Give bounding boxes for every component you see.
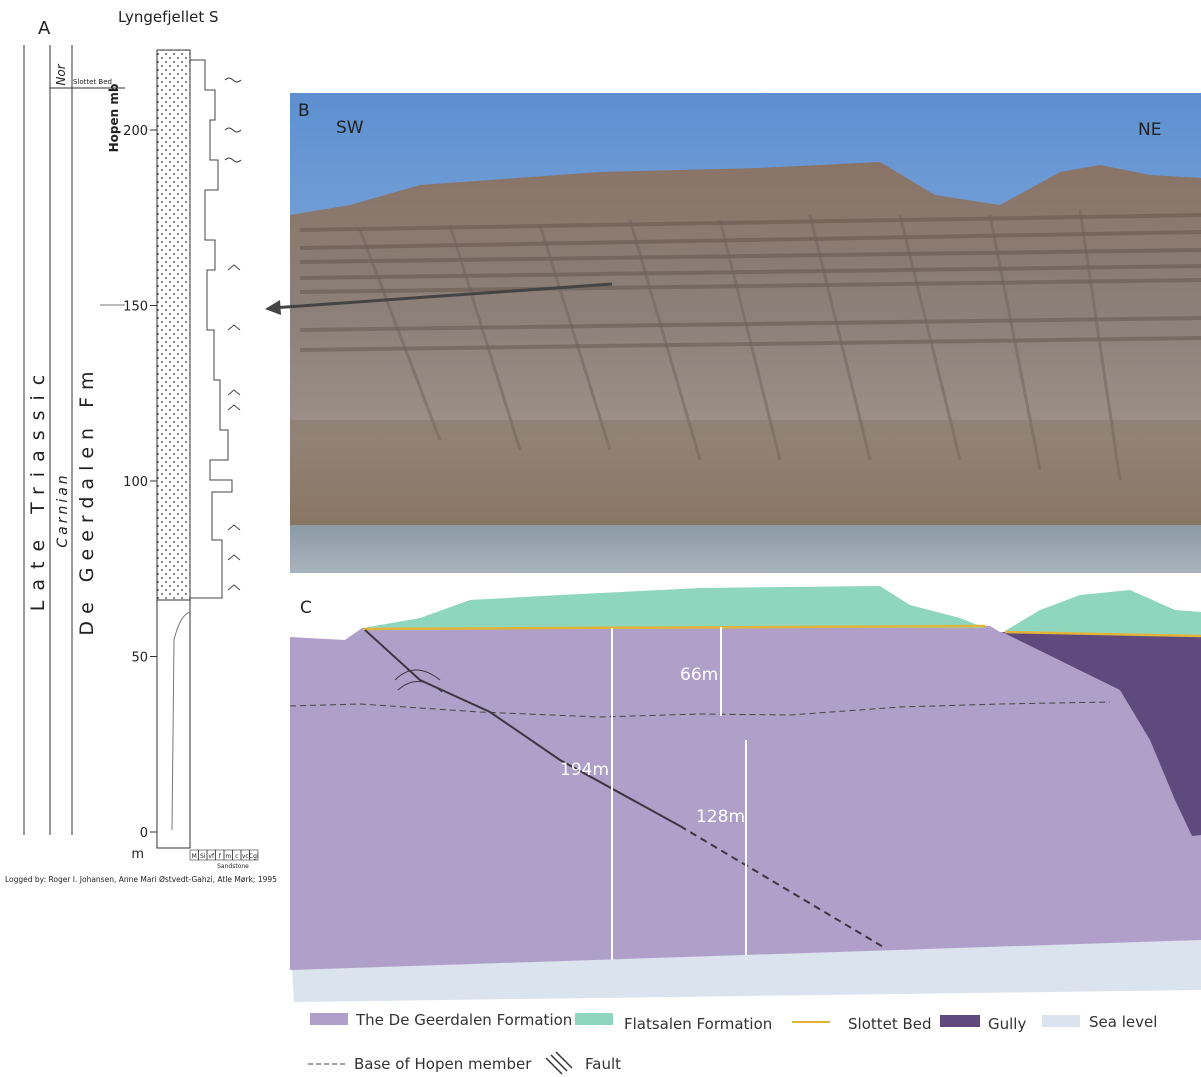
member-label: Hopen mb [107, 83, 121, 152]
formation-label: De Geerdalen Fm [76, 364, 98, 635]
legend-label: Flatsalen Formation [624, 1015, 772, 1033]
legend-label: Base of Hopen member [354, 1055, 532, 1073]
log-column [157, 50, 190, 600]
grain-label: c [235, 853, 238, 860]
photo-sea [290, 525, 1201, 573]
log-symbols [225, 78, 241, 590]
legend-label: Slottet Bed [848, 1015, 932, 1033]
direction-label: SW [336, 118, 364, 138]
tick-label: 0 [140, 826, 148, 841]
flatsalen [1005, 590, 1201, 636]
grain-label: vf [208, 853, 215, 860]
figure: A Lyngefjellet S Slottet Bed Nor Late Tr… [0, 0, 1201, 1077]
panel-label: A [38, 18, 51, 39]
credit: Logged by: Roger I. Johansen, Anne Mari … [5, 875, 277, 884]
photo-scree [290, 420, 1201, 525]
legend-label: Sea level [1089, 1013, 1157, 1031]
tick-label: 150 [123, 300, 148, 315]
panel-c: C 66m 194m 128m [290, 586, 1201, 1002]
grain-label: m [225, 853, 231, 860]
measurement: 128m [696, 807, 745, 827]
legend-label: The De Geerdalen Formation [355, 1011, 572, 1029]
log-title: Lyngefjellet S [118, 8, 219, 26]
tick-label: 50 [131, 651, 148, 666]
panel-label: B [298, 101, 310, 121]
legend-swatch [575, 1013, 613, 1025]
grain-label: vc [242, 853, 249, 860]
measurement: 194m [560, 760, 609, 780]
page: A Lyngefjellet S Slottet Bed Nor Late Tr… [0, 0, 1201, 1077]
tick-label: 200 [123, 124, 148, 139]
arrow-head [265, 300, 281, 315]
tick-label: 100 [123, 475, 148, 490]
grain-label: Si [200, 853, 206, 860]
legend: The De Geerdalen Formation Flatsalen For… [308, 1011, 1157, 1074]
flatsalen [363, 586, 985, 628]
direction-label: NE [1138, 120, 1161, 140]
legend-swatch [1042, 1015, 1080, 1027]
grain-label: f [219, 853, 222, 860]
panel-b: B SW NE [265, 93, 1201, 573]
panel-label: C [300, 598, 312, 618]
measurement: 66m [680, 665, 718, 685]
legend-swatch [940, 1015, 980, 1027]
grain-label: M [192, 853, 197, 860]
depth-unit: m [131, 847, 144, 862]
era-label: Late Triassic [27, 365, 49, 611]
grain-group: Sandstone [217, 863, 249, 870]
log-profile [190, 60, 232, 598]
legend-label: Gully [988, 1015, 1026, 1033]
stage-label: Nor [54, 63, 68, 85]
stage-label: Carnian [55, 472, 71, 547]
panel-a: A Lyngefjellet S Slottet Bed Nor Late Tr… [5, 8, 277, 884]
legend-swatch [310, 1013, 348, 1025]
legend-swatch [546, 1052, 572, 1074]
grain-label: Cgl [249, 853, 259, 860]
legend-label: Fault [585, 1055, 621, 1073]
